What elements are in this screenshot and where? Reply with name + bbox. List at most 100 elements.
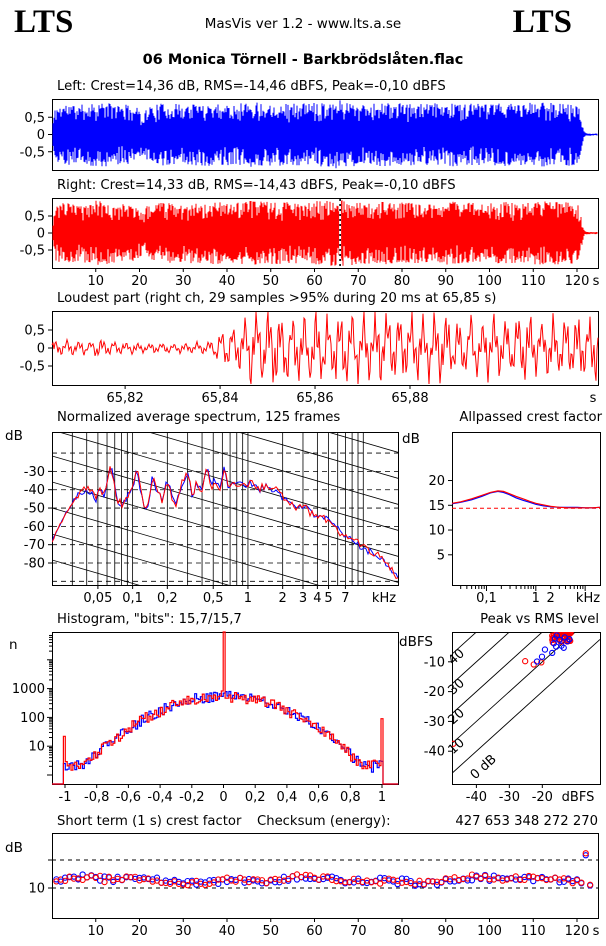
svg-text:60: 60 (306, 274, 323, 289)
svg-text:20: 20 (428, 474, 445, 489)
svg-text:0,2: 0,2 (157, 591, 178, 606)
svg-text:0: 0 (37, 227, 45, 242)
checksum-label: Checksum (energy): (257, 814, 391, 829)
svg-text:0 dB: 0 dB (468, 752, 500, 783)
svg-text:0,05: 0,05 (83, 591, 112, 606)
svg-text:-40: -40 (466, 790, 487, 805)
svg-text:100: 100 (477, 274, 502, 289)
svg-text:110: 110 (521, 274, 546, 289)
svg-text:65,86: 65,86 (296, 391, 333, 406)
right-waveform-stats-label: Right: Crest=14,33 dB, RMS=-14,43 dBFS, … (57, 178, 456, 193)
svg-text:-0,5: -0,5 (20, 244, 45, 259)
svg-text:80: 80 (394, 274, 411, 289)
svg-text:15: 15 (428, 499, 445, 514)
svg-text:100: 100 (20, 711, 45, 726)
svg-text:30: 30 (175, 924, 192, 939)
lts-logo-right: LTS (512, 4, 572, 40)
svg-text:-20: -20 (424, 685, 445, 700)
svg-text:10: 10 (28, 882, 45, 897)
svg-text:0,4: 0,4 (277, 790, 298, 805)
checksum-value: 427 653 348 272 270 (455, 814, 598, 829)
svg-text:0: 0 (37, 342, 45, 357)
svg-text:-10: -10 (424, 655, 445, 670)
svg-text:0: 0 (37, 128, 45, 143)
svg-text:20: 20 (131, 274, 148, 289)
svg-text:-70: -70 (24, 538, 45, 553)
svg-text:-0,4: -0,4 (147, 790, 172, 805)
svg-text:0,1: 0,1 (122, 591, 143, 606)
svg-text:10: 10 (428, 524, 445, 539)
svg-text:kHz: kHz (576, 591, 600, 606)
spectrum-y-unit-label: dB (5, 428, 23, 444)
svg-text:3: 3 (299, 591, 307, 606)
svg-text:50: 50 (262, 274, 279, 289)
loudest-part-label: Loudest part (right ch, 29 samples >95% … (57, 291, 497, 306)
svg-text:7: 7 (341, 591, 349, 606)
svg-text:-20: -20 (532, 790, 553, 805)
svg-text:100: 100 (477, 924, 502, 939)
left-waveform-stats-label: Left: Crest=14,36 dB, RMS=-14,46 dBFS, P… (57, 79, 446, 94)
svg-text:-30: -30 (499, 790, 520, 805)
svg-text:2: 2 (547, 591, 555, 606)
peak-vs-rms-title: Peak vs RMS level (480, 612, 599, 627)
svg-text:-0,8: -0,8 (84, 790, 109, 805)
svg-text:60: 60 (306, 924, 323, 939)
svg-text:90: 90 (437, 924, 454, 939)
svg-text:0,1: 0,1 (476, 591, 497, 606)
svg-text:s: s (593, 924, 600, 939)
svg-text:5: 5 (437, 548, 445, 563)
svg-text:0,5: 0,5 (24, 111, 45, 126)
svg-text:80: 80 (394, 924, 411, 939)
svg-text:70: 70 (350, 924, 367, 939)
svg-text:0: 0 (219, 790, 227, 805)
svg-text:-0,2: -0,2 (179, 790, 204, 805)
svg-text:-60: -60 (24, 520, 45, 535)
svg-text:65,82: 65,82 (107, 391, 144, 406)
svg-text:10: 10 (87, 924, 104, 939)
svg-text:0,6: 0,6 (308, 790, 329, 805)
short-term-crest-title: Short term (1 s) crest factor (57, 814, 242, 829)
svg-text:4: 4 (313, 591, 321, 606)
svg-text:20: 20 (131, 924, 148, 939)
histogram-y-unit-label: n (9, 637, 18, 653)
svg-text:-40: -40 (424, 745, 445, 760)
svg-text:-30: -30 (424, 715, 445, 730)
svg-text:40: 40 (219, 924, 236, 939)
app-version-text: MasVis ver 1.2 - www.lts.a.se (204, 16, 402, 32)
svg-text:-80: -80 (24, 557, 45, 572)
track-title: 06 Monica Törnell - Barkbrödslåten.flac (142, 52, 464, 68)
svg-text:0,8: 0,8 (340, 790, 361, 805)
svg-text:10: 10 (445, 736, 467, 758)
svg-text:40: 40 (445, 646, 467, 668)
svg-text:5: 5 (324, 591, 332, 606)
svg-text:0,5: 0,5 (24, 210, 45, 225)
svg-text:0,5: 0,5 (203, 591, 224, 606)
svg-text:120: 120 (565, 924, 590, 939)
svg-text:2: 2 (279, 591, 287, 606)
histogram-title: Histogram, "bits": 15,7/15,7 (57, 612, 242, 627)
svg-text:0,5: 0,5 (24, 324, 45, 339)
svg-text:70: 70 (350, 274, 367, 289)
lts-logo-left: LTS (14, 4, 74, 40)
spectrum-title: Normalized average spectrum, 125 frames (57, 410, 341, 425)
svg-text:90: 90 (437, 274, 454, 289)
svg-text:65,88: 65,88 (391, 391, 428, 406)
svg-text:30: 30 (445, 676, 467, 698)
svg-text:-50: -50 (24, 502, 45, 517)
svg-text:s: s (593, 274, 600, 289)
peak-vs-rms-y-unit-label: dBFS (399, 634, 433, 650)
allpassed-title: Allpassed crest factor (459, 410, 602, 425)
svg-text:50: 50 (262, 924, 279, 939)
svg-text:10: 10 (28, 740, 45, 755)
svg-text:65,84: 65,84 (201, 391, 238, 406)
svg-text:20: 20 (445, 706, 467, 728)
svg-text:-30: -30 (24, 465, 45, 480)
svg-text:-0,5: -0,5 (20, 360, 45, 375)
svg-text:110: 110 (521, 924, 546, 939)
svg-text:-0,5: -0,5 (20, 145, 45, 160)
short-term-y-unit-label: dB (5, 840, 23, 856)
allpassed-y-unit-label: dB (402, 431, 420, 447)
svg-text:-0,6: -0,6 (116, 790, 141, 805)
svg-text:-1: -1 (59, 790, 72, 805)
